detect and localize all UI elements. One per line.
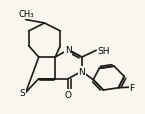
Text: N: N: [78, 67, 85, 76]
Text: CH₃: CH₃: [18, 10, 34, 19]
Text: F: F: [129, 83, 134, 92]
Text: O: O: [65, 90, 72, 99]
Text: SH: SH: [98, 46, 110, 55]
Text: S: S: [19, 88, 25, 97]
Text: N: N: [65, 46, 72, 55]
